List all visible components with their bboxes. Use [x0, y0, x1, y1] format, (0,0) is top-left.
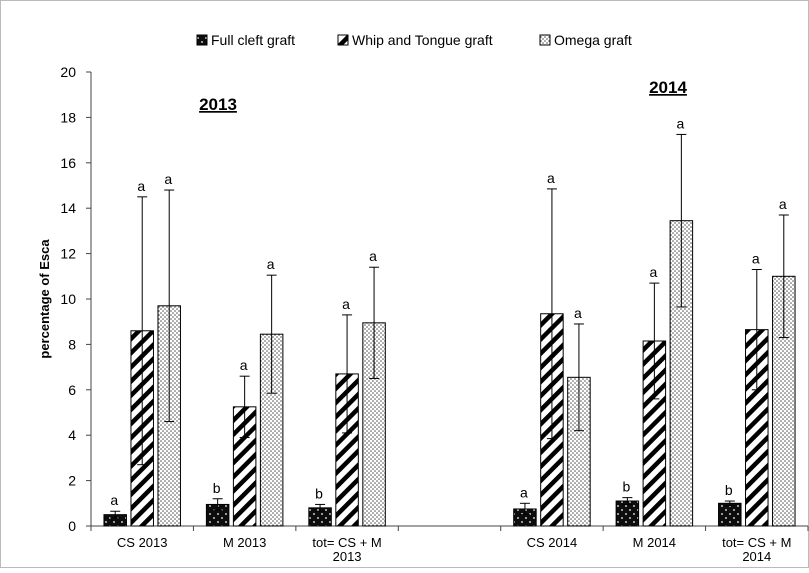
bar — [718, 502, 742, 527]
significance-letter: a — [649, 264, 657, 280]
y-tick-label: 0 — [68, 518, 76, 534]
legend: Full cleft graft Whip and Tongue graft Ome… — [196, 32, 632, 48]
legend-label: Full cleft graft — [211, 32, 295, 48]
x-tick-label: tot= CS + M — [312, 535, 381, 550]
y-tick-label: 16 — [60, 155, 76, 171]
significance-letter: a — [752, 250, 760, 266]
year-label-2014: 2014 — [649, 78, 687, 97]
x-tick-label: M 2013 — [223, 535, 266, 550]
significance-letter: b — [622, 479, 630, 495]
significance-letter: a — [164, 171, 172, 187]
significance-letter: a — [240, 357, 248, 373]
significance-letter: a — [110, 492, 118, 508]
y-tick-label: 20 — [60, 64, 76, 80]
bar-letters: a b b a b b a a a a a a a a a a a a — [110, 115, 787, 508]
y-tick-label: 2 — [68, 473, 76, 489]
y-tick-label: 6 — [68, 382, 76, 398]
x-tick-label: 2014 — [742, 549, 771, 564]
significance-letter: a — [520, 484, 528, 500]
y-tick-label: 12 — [60, 246, 76, 262]
significance-letter: b — [725, 482, 733, 498]
x-tick-label: M 2014 — [633, 535, 676, 550]
significance-letter: a — [779, 196, 787, 212]
legend-swatch — [337, 34, 349, 46]
significance-letter: a — [137, 178, 145, 194]
significance-letter: a — [574, 305, 582, 321]
significance-letter: a — [369, 248, 377, 264]
significance-letter: a — [676, 115, 684, 131]
legend-label: Whip and Tongue graft — [352, 32, 493, 48]
error-bars — [110, 133, 789, 519]
significance-letter: a — [547, 170, 555, 186]
legend-swatch — [196, 34, 208, 46]
x-tick-label: tot= CS + M — [722, 535, 791, 550]
x-tick-label: CS 2013 — [117, 535, 168, 550]
y-axis-label: percentage of Esca — [37, 239, 52, 359]
significance-letter: a — [342, 296, 350, 312]
y-tick-label: 4 — [68, 427, 76, 443]
x-tick-label: CS 2014 — [527, 535, 578, 550]
legend-label: Omega graft — [554, 32, 632, 48]
significance-letter: b — [213, 480, 221, 496]
y-tick-label: 18 — [60, 109, 76, 125]
legend-swatch — [539, 34, 551, 46]
y-tick-label: 8 — [68, 336, 76, 352]
y-tick-label: 14 — [60, 200, 76, 216]
bars — [103, 220, 796, 527]
x-tick-label: 2013 — [333, 549, 362, 564]
year-label-2013: 2013 — [199, 95, 237, 114]
significance-letter: b — [315, 485, 323, 501]
significance-letter: a — [267, 256, 275, 272]
y-tick-label: 10 — [60, 291, 76, 307]
